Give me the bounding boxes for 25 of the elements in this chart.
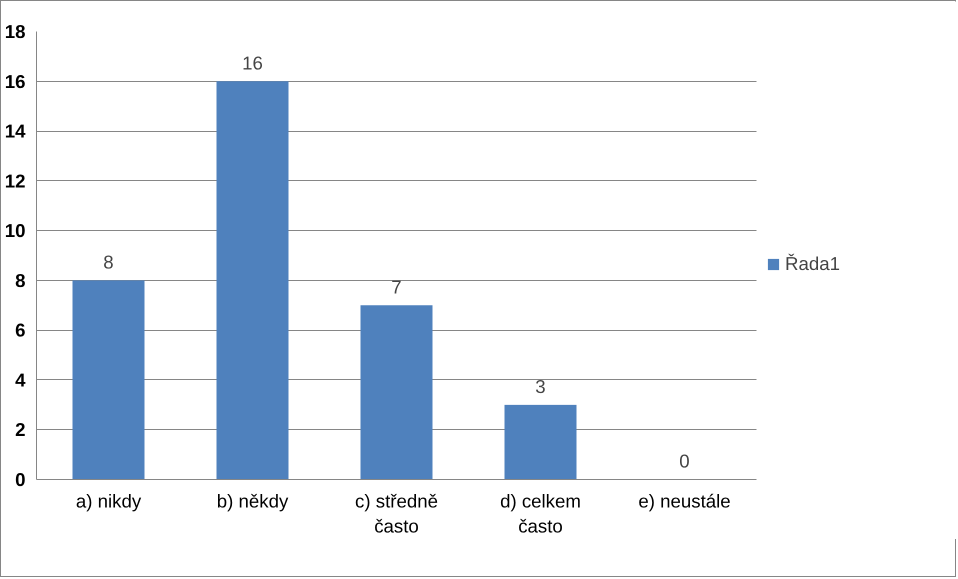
y-tick-label: 6 <box>15 320 26 341</box>
bar <box>360 305 432 480</box>
y-tick-label: 4 <box>15 369 26 390</box>
data-label: 8 <box>103 251 114 272</box>
data-label: 7 <box>391 276 402 298</box>
y-tick-label: 2 <box>15 419 26 440</box>
x-tick-label: c) středně často <box>355 490 438 537</box>
data-label: 0 <box>679 450 690 472</box>
y-tick-label: 0 <box>15 469 26 490</box>
y-tick-label: 18 <box>4 21 26 42</box>
y-tick-label: 16 <box>4 70 26 92</box>
x-tick-label: a) nikdy <box>76 490 142 512</box>
data-label: 3 <box>535 376 546 397</box>
y-tick-label: 12 <box>4 170 26 192</box>
data-label: 16 <box>242 52 263 74</box>
x-tick-label: e) neustále <box>638 490 731 512</box>
y-tick-label: 8 <box>15 270 26 291</box>
y-tick-label: 14 <box>4 120 26 142</box>
y-tick-label: 10 <box>4 220 26 242</box>
bar <box>504 404 576 480</box>
bar <box>216 81 288 480</box>
x-tick-label: b) někdy <box>216 490 289 512</box>
legend-label: Řada1 <box>785 253 840 275</box>
bar <box>72 280 144 480</box>
x-tick-label: d) celkem často <box>500 490 581 537</box>
